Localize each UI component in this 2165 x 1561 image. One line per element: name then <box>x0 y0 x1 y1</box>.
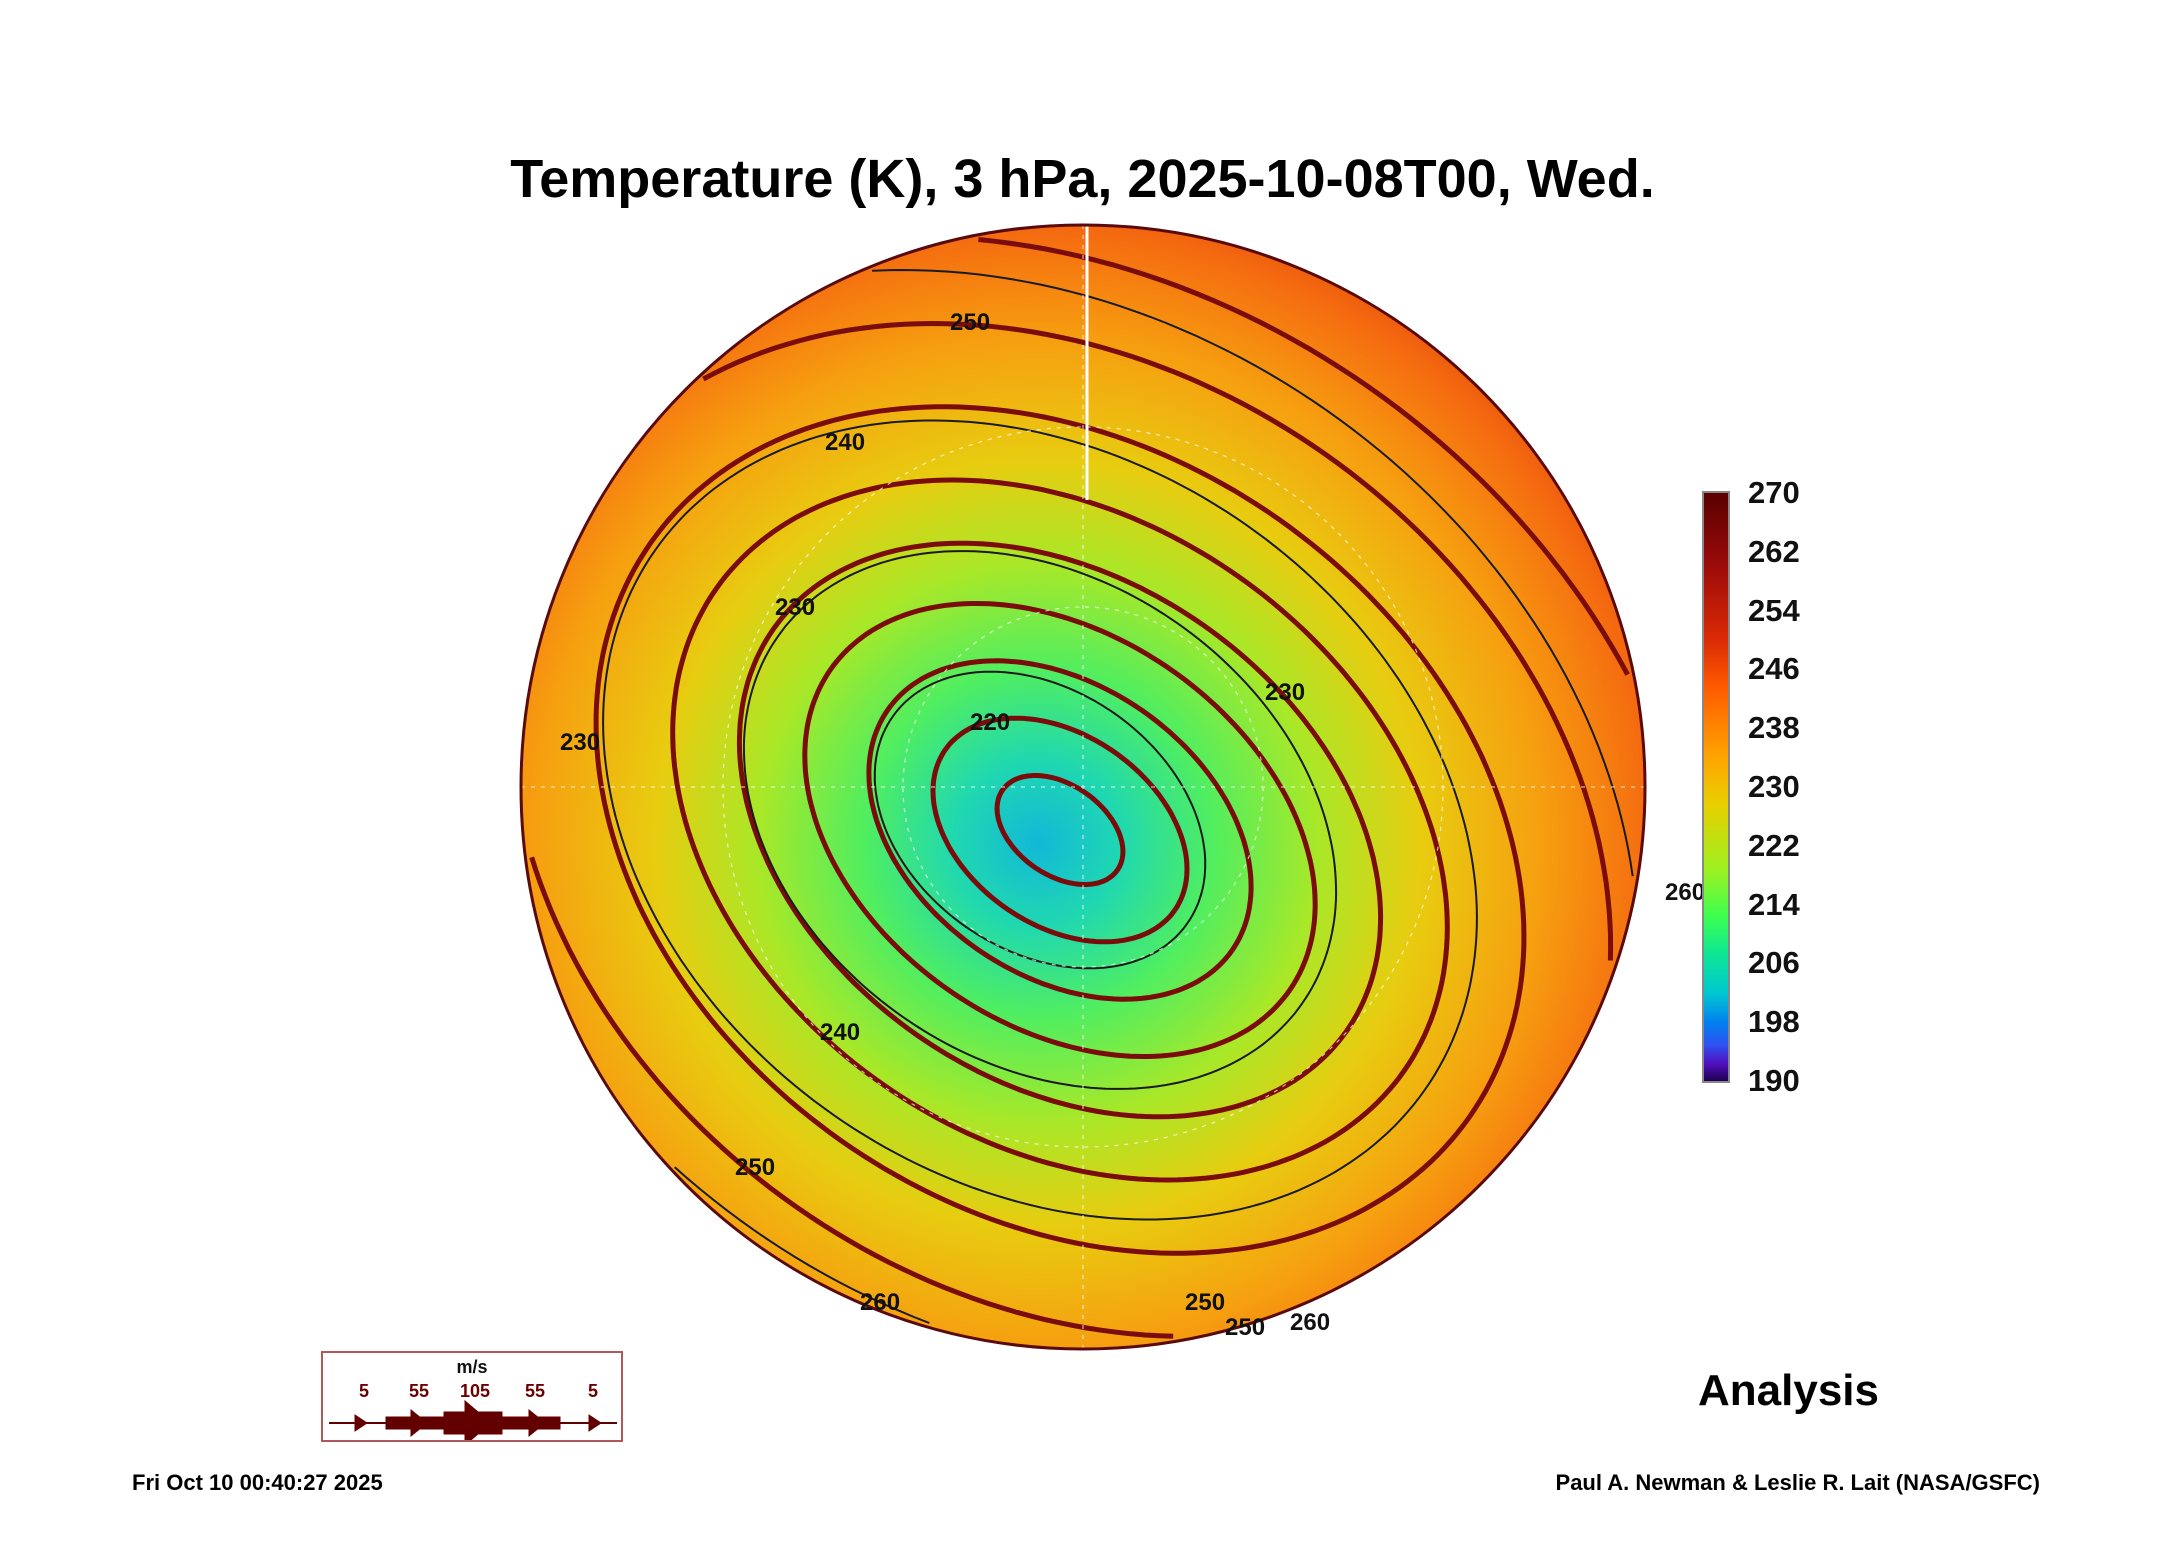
streamline <box>529 856 1174 1339</box>
colorbar-tick-label: 198 <box>1748 1004 1800 1040</box>
contour-label: 260 <box>1290 1309 1330 1336</box>
colorbar-tick-label: 246 <box>1748 651 1800 687</box>
streamline <box>736 540 1384 1120</box>
contour-line <box>742 550 1338 1090</box>
wind-speed-legend: m/s 5 55 105 55 5 <box>321 1351 623 1442</box>
colorbar-tick-label: 270 <box>1748 475 1800 510</box>
colorbar-tick-label: 254 <box>1748 592 1800 628</box>
colorbar-tick-label: 214 <box>1748 886 1800 922</box>
streamline <box>593 404 1527 1256</box>
colorbar-tick-label: 222 <box>1748 827 1800 863</box>
contour-label: 230 <box>560 729 600 756</box>
streamline <box>802 601 1318 1059</box>
legend-value: 55 <box>524 1381 546 1401</box>
streamline <box>930 715 1190 945</box>
streamlines <box>529 237 1630 1339</box>
contour-label: 230 <box>1265 679 1305 706</box>
contour-label: 250 <box>950 309 990 336</box>
legend-value: 55 <box>408 1381 430 1401</box>
contour-label: 230 <box>775 594 815 621</box>
contour-label: 220 <box>970 709 1010 736</box>
plot-title: Temperature (K), 3 hPa, 2025-10-08T00, W… <box>510 149 1655 209</box>
contour-label: 240 <box>825 429 865 456</box>
colorbar-tick-label: 238 <box>1748 710 1800 746</box>
colorbar-tick-label: 206 <box>1748 945 1800 981</box>
timestamp: Fri Oct 10 00:40:27 2025 <box>132 1470 383 1495</box>
streamline <box>994 773 1126 887</box>
analysis-label: Analysis <box>1698 1366 1879 1415</box>
contour-label: 260 <box>860 1289 900 1316</box>
contour-line <box>602 419 1478 1221</box>
contour-label: 240 <box>820 1019 860 1046</box>
colorbar-tick-label: 230 <box>1748 769 1800 804</box>
streamline <box>866 658 1254 1002</box>
contour-line <box>674 1166 930 1324</box>
credit: Paul A. Newman & Leslie R. Lait (NASA/GS… <box>1555 1470 2040 1495</box>
graticule <box>521 225 1645 1349</box>
globe-outline <box>519 223 1647 1351</box>
colorbar-tick-label: 190 <box>1748 1063 1800 1098</box>
streamline <box>702 320 1614 961</box>
temperature-contours <box>602 268 1634 1324</box>
wind-arrow-scale <box>329 1399 617 1440</box>
streamline <box>978 237 1630 676</box>
contour-label: 250 <box>1185 1289 1225 1316</box>
streamline <box>670 477 1450 1183</box>
legend-unit: m/s <box>456 1357 488 1377</box>
contour-line <box>872 268 1634 877</box>
colorbar-tick-label: 262 <box>1748 533 1800 569</box>
contour-line <box>873 670 1207 970</box>
legend-value: 5 <box>358 1381 370 1401</box>
contour-label: 250 <box>735 1154 775 1181</box>
colorbar <box>1702 491 1730 1083</box>
legend-value: 105 <box>459 1381 491 1401</box>
legend-value: 5 <box>587 1381 599 1401</box>
contour-label: 260 <box>1665 879 1705 906</box>
contour-label: 250 <box>1225 1314 1265 1341</box>
